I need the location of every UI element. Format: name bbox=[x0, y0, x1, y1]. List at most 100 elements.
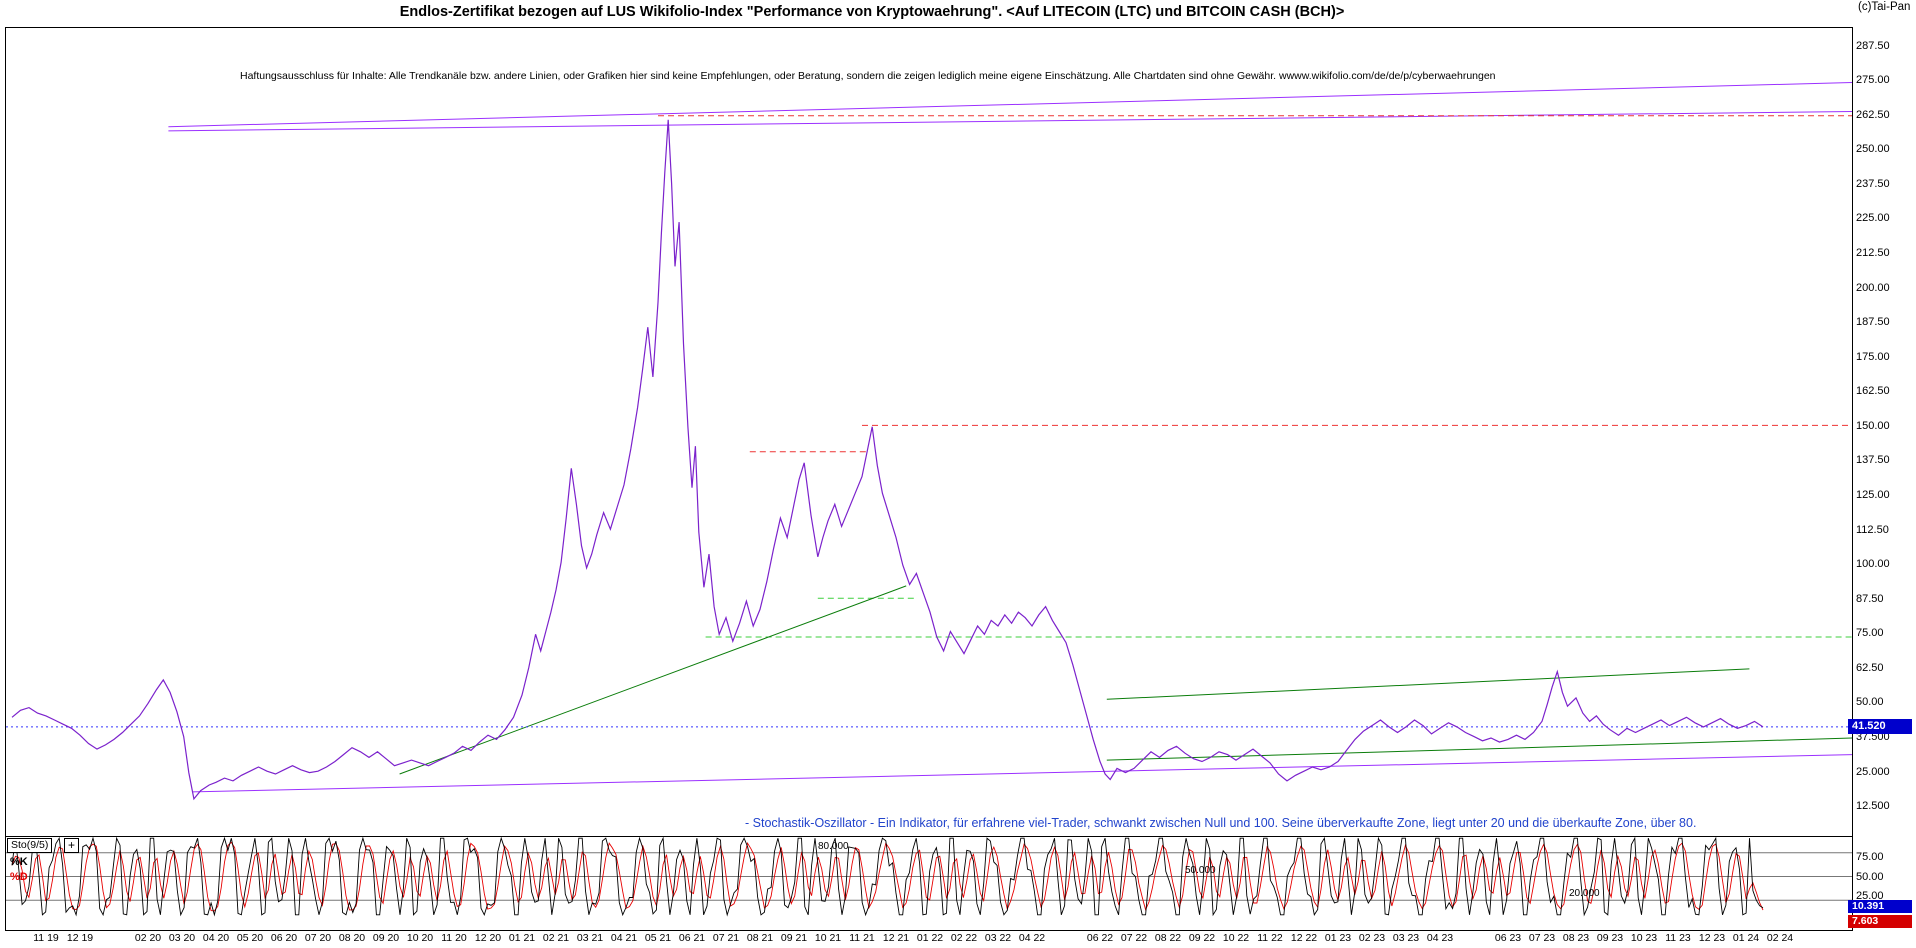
overlay-uptrend-2022-2023-upper bbox=[1106, 668, 1750, 700]
indicator-name-box[interactable]: Sto(9/5) bbox=[7, 838, 53, 853]
date-label: 09 20 bbox=[372, 932, 400, 944]
price-axis-label: 125.00 bbox=[1856, 489, 1890, 501]
date-label: 11 22 bbox=[1257, 932, 1283, 944]
price-line bbox=[11, 119, 1764, 801]
price-axis-label: 175.00 bbox=[1856, 351, 1890, 363]
page-title: Endlos-Zertifikat bezogen auf LUS Wikifo… bbox=[399, 4, 1345, 20]
overlay-upper-channel-1 bbox=[168, 82, 1852, 128]
last-price-badge: 41.520 bbox=[1848, 719, 1912, 734]
date-label: 08 23 bbox=[1562, 932, 1590, 944]
date-label: 12 19 bbox=[66, 932, 94, 944]
date-label: 12 21 bbox=[882, 932, 910, 944]
add-indicator-button[interactable]: + bbox=[64, 838, 79, 853]
date-label: 01 24 bbox=[1732, 932, 1760, 944]
price-axis-label: 187.50 bbox=[1856, 316, 1890, 328]
oscillator-value-badge: 7.603 bbox=[1848, 915, 1912, 928]
stochastic-k-line bbox=[11, 837, 1764, 917]
date-label: 03 21 bbox=[576, 932, 604, 944]
date-label: 10 20 bbox=[406, 932, 434, 944]
date-label: 06 22 bbox=[1086, 932, 1114, 944]
date-label: 02 22 bbox=[950, 932, 978, 944]
price-axis-label: 200.00 bbox=[1856, 282, 1890, 294]
overlay-longterm-support bbox=[192, 754, 1852, 793]
date-label: 06 20 bbox=[270, 932, 298, 944]
osc-level-label: 80.000 bbox=[818, 841, 849, 852]
date-label: 12 20 bbox=[474, 932, 502, 944]
price-axis-label: 75.00 bbox=[1856, 627, 1884, 639]
date-label: 11 20 bbox=[441, 932, 467, 944]
price-axis-label: 112.50 bbox=[1856, 524, 1889, 536]
overlay-uptrend-2020-2021 bbox=[399, 585, 907, 775]
date-label: 02 21 bbox=[542, 932, 570, 944]
stochastic-d-line bbox=[11, 841, 1764, 912]
date-label: 08 21 bbox=[746, 932, 774, 944]
date-label: 08 20 bbox=[338, 932, 366, 944]
percent-k-label: %K bbox=[10, 856, 28, 868]
copyright-label: (c)Tai-Pan bbox=[1858, 1, 1911, 13]
price-axis-label: 212.50 bbox=[1856, 247, 1890, 259]
date-label: 12 23 bbox=[1698, 932, 1726, 944]
date-label: 04 23 bbox=[1426, 932, 1454, 944]
price-axis-label: 225.00 bbox=[1856, 212, 1890, 224]
price-axis-label: 237.50 bbox=[1856, 178, 1890, 190]
price-axis-label: 37.500 bbox=[1856, 731, 1890, 743]
price-axis-label: 150.00 bbox=[1856, 420, 1890, 432]
date-label: 02 24 bbox=[1766, 932, 1794, 944]
date-label: 09 23 bbox=[1596, 932, 1624, 944]
date-label: 05 21 bbox=[644, 932, 672, 944]
price-axis-label: 137.50 bbox=[1856, 454, 1890, 466]
date-label: 10 23 bbox=[1630, 932, 1658, 944]
osc-level-label: 50.000 bbox=[1185, 865, 1216, 876]
price-axis-label: 162.50 bbox=[1856, 385, 1890, 397]
price-axis-label: 100.00 bbox=[1856, 558, 1890, 570]
price-axis-label: 12.500 bbox=[1856, 800, 1890, 812]
date-label: 06 23 bbox=[1494, 932, 1522, 944]
date-label: 12 22 bbox=[1290, 932, 1318, 944]
price-axis-label: 62.50 bbox=[1856, 662, 1884, 674]
price-axis-label: 287.50 bbox=[1856, 40, 1890, 52]
date-label: 07 20 bbox=[304, 932, 332, 944]
date-label: 05 20 bbox=[236, 932, 264, 944]
price-axis-label: 262.50 bbox=[1856, 109, 1890, 121]
date-label: 11 19 bbox=[33, 932, 59, 944]
price-axis-label: 25.000 bbox=[1856, 766, 1890, 778]
date-label: 01 23 bbox=[1324, 932, 1352, 944]
date-label: 06 21 bbox=[678, 932, 706, 944]
oscillator-pane bbox=[5, 836, 1853, 931]
date-label: 04 20 bbox=[202, 932, 230, 944]
percent-d-label: %D bbox=[10, 871, 28, 883]
price-axis-label: 275.00 bbox=[1856, 74, 1890, 86]
stochastic-info-text: - Stochastik-Oszillator - Ein Indikator,… bbox=[745, 816, 1697, 830]
date-label: 04 22 bbox=[1018, 932, 1046, 944]
disclaimer-text: Haftungsausschluss für Inhalte: Alle Tre… bbox=[240, 70, 1496, 82]
osc-axis-label: 25.00 bbox=[1856, 890, 1884, 902]
date-label: 03 20 bbox=[168, 932, 196, 944]
date-label: 03 23 bbox=[1392, 932, 1420, 944]
date-label: 07 23 bbox=[1528, 932, 1556, 944]
overlay-upper-channel-2 bbox=[168, 111, 1852, 132]
date-label: 09 22 bbox=[1188, 932, 1216, 944]
date-label: 07 21 bbox=[712, 932, 740, 944]
price-axis-label: 50.00 bbox=[1856, 696, 1884, 708]
date-label: 10 22 bbox=[1222, 932, 1250, 944]
price-chart-canvas[interactable] bbox=[6, 28, 1852, 836]
price-axis-label: 87.50 bbox=[1856, 593, 1884, 605]
osc-level-label: 20.000 bbox=[1569, 888, 1600, 899]
date-label: 09 21 bbox=[780, 932, 808, 944]
date-label: 01 22 bbox=[916, 932, 944, 944]
price-axis-label: 250.00 bbox=[1856, 143, 1890, 155]
date-label: 04 21 bbox=[610, 932, 638, 944]
date-label: 07 22 bbox=[1120, 932, 1148, 944]
date-label: 02 20 bbox=[134, 932, 162, 944]
oscillator-value-badge: 10.391 bbox=[1848, 900, 1912, 913]
date-label: 01 21 bbox=[508, 932, 536, 944]
date-label: 08 22 bbox=[1154, 932, 1182, 944]
osc-axis-label: 75.00 bbox=[1856, 851, 1884, 863]
date-label: 02 23 bbox=[1358, 932, 1386, 944]
date-label: 03 22 bbox=[984, 932, 1012, 944]
oscillator-canvas[interactable] bbox=[6, 837, 1852, 930]
date-label: 10 21 bbox=[814, 932, 842, 944]
osc-axis-label: 50.00 bbox=[1856, 871, 1884, 883]
date-label: 11 21 bbox=[849, 932, 875, 944]
